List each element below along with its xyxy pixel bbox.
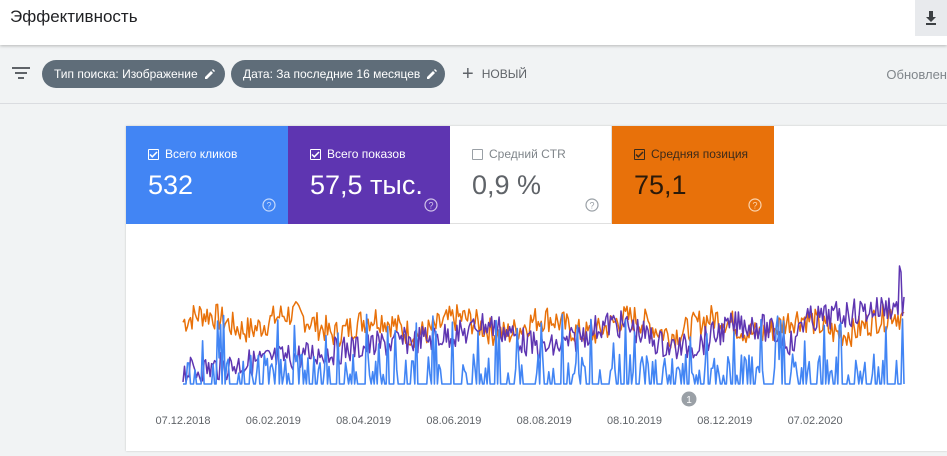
- metric-tile-impressions[interactable]: Всего показов 57,5 тыс. ?: [288, 126, 450, 224]
- date-chip[interactable]: Дата: За последние 16 месяцев: [231, 60, 445, 88]
- checkbox-checked-icon[interactable]: [148, 148, 159, 160]
- chip-label: Дата: За последние 16 месяцев: [243, 67, 421, 81]
- new-filter-label: НОВЫЙ: [481, 67, 527, 81]
- updated-text: Обновлен: [886, 67, 947, 82]
- download-button[interactable]: [915, 0, 947, 36]
- new-filter-button[interactable]: + НОВЫЙ: [462, 64, 527, 84]
- help-icon[interactable]: ?: [262, 198, 276, 217]
- x-tick-label: 08.08.2019: [517, 415, 572, 427]
- x-tick-label: 07.12.2018: [155, 415, 210, 427]
- metric-value: 75,1: [634, 170, 687, 200]
- x-tick-label: 08.12.2019: [697, 415, 752, 427]
- help-icon[interactable]: ?: [424, 198, 438, 217]
- metric-tile-clicks[interactable]: Всего кликов 532 ?: [126, 126, 288, 224]
- page-title: Эффективность: [10, 7, 138, 26]
- svg-text:?: ?: [589, 201, 594, 211]
- metric-value: 532: [148, 170, 194, 200]
- checkbox-unchecked-icon[interactable]: [472, 148, 483, 160]
- x-tick-label: 08.10.2019: [607, 415, 662, 427]
- divider: [0, 103, 947, 104]
- pencil-icon[interactable]: [204, 68, 216, 80]
- series-line-position: [182, 301, 905, 349]
- download-icon: [926, 11, 936, 25]
- metric-value: 57,5 тыс.: [310, 170, 423, 200]
- x-tick-label: 08.06.2019: [426, 415, 481, 427]
- plus-icon: +: [462, 63, 474, 85]
- x-tick-label: 08.04.2019: [336, 415, 391, 427]
- metric-label: Средний CTR: [489, 147, 566, 161]
- annotation-marker[interactable]: 1: [681, 391, 697, 407]
- x-tick-label: 06.02.2019: [246, 415, 301, 427]
- metric-label: Средняя позиция: [651, 147, 749, 161]
- x-tick-label: 07.02.2020: [788, 415, 843, 427]
- svg-text:?: ?: [428, 201, 433, 211]
- metric-label: Всего кликов: [165, 147, 238, 161]
- performance-card: Всего кликов 532 ? Всего показов 57,5 ты…: [126, 126, 947, 451]
- metric-label: Всего показов: [327, 147, 406, 161]
- checkbox-checked-icon[interactable]: [310, 148, 321, 160]
- series-line-clicks: [183, 313, 905, 385]
- metric-tile-position[interactable]: Средняя позиция 75,1 ?: [612, 126, 774, 224]
- metric-tile-ctr[interactable]: Средний CTR 0,9 % ?: [450, 126, 612, 224]
- help-icon[interactable]: ?: [585, 198, 599, 217]
- chip-label: Тип поиска: Изображение: [54, 67, 198, 81]
- help-icon[interactable]: ?: [748, 198, 762, 217]
- pencil-icon[interactable]: [426, 68, 438, 80]
- svg-text:?: ?: [752, 201, 757, 211]
- filter-icon[interactable]: [12, 67, 30, 79]
- svg-text:?: ?: [266, 201, 271, 211]
- metric-tiles: Всего кликов 532 ? Всего показов 57,5 ты…: [126, 126, 774, 224]
- checkbox-checked-icon[interactable]: [634, 148, 645, 160]
- metric-value: 0,9 %: [472, 170, 542, 200]
- filter-bar: Тип поиска: Изображение Дата: За последн…: [0, 47, 947, 103]
- search-type-chip[interactable]: Тип поиска: Изображение: [42, 60, 225, 88]
- performance-chart[interactable]: 07.12.2018 06.02.2019 08.04.2019 08.06.2019…: [126, 224, 947, 451]
- annotation-label: 1: [686, 395, 692, 406]
- header: Эффективность: [0, 0, 947, 45]
